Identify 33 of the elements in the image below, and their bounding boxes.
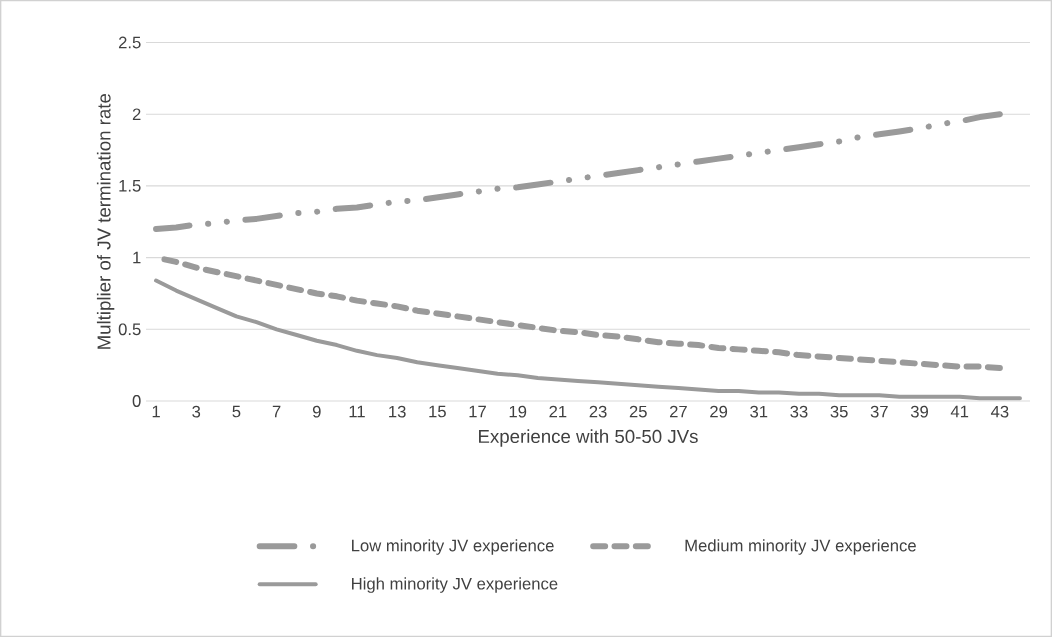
x-tick-label: 9	[312, 405, 321, 418]
x-tick-label: 39	[910, 405, 928, 418]
legend-label: High minority JV experience	[352, 577, 558, 593]
legend-label: Low minority JV experience	[352, 539, 554, 555]
x-tick-label: 13	[389, 405, 406, 418]
x-tick-label: 41	[950, 405, 969, 418]
x-tick-label: 31	[750, 405, 768, 418]
y-tick-label: 2.5	[118, 36, 141, 49]
x-tick-label: 43	[990, 405, 1009, 418]
x-tick-label: 35	[830, 405, 848, 418]
x-tick-label: 25	[629, 405, 647, 418]
y-tick-label: 1	[133, 251, 141, 264]
x-tick-label: 7	[272, 405, 281, 418]
x-tick-label: 5	[232, 405, 241, 418]
x-tick-label: 37	[870, 405, 888, 418]
x-tick-label: 11	[349, 405, 365, 418]
x-tick-label: 15	[429, 405, 446, 418]
x-tick-label: 3	[192, 405, 201, 418]
y-tick-label: 0.5	[118, 323, 141, 336]
x-tick-label: 29	[710, 405, 728, 418]
y-tick-label: 2	[132, 108, 141, 121]
x-tick-label: 21	[549, 405, 567, 418]
legend-label: Medium minority JV experience	[685, 539, 916, 555]
x-tick-label: 23	[589, 405, 607, 418]
y-tick-label: 1.5	[119, 180, 141, 192]
x-tick-label: 17	[469, 405, 486, 418]
x-tick-label: 19	[509, 405, 527, 418]
x-axis-title: Experience with 50-50 JVs	[479, 429, 698, 447]
y-axis-title: Multiplier of JV termination rate	[96, 93, 115, 349]
x-tick-label: 27	[669, 405, 687, 418]
x-tick-label: 33	[790, 405, 808, 418]
x-tick-label: 1	[152, 405, 160, 418]
y-tick-label: 0	[132, 395, 141, 407]
